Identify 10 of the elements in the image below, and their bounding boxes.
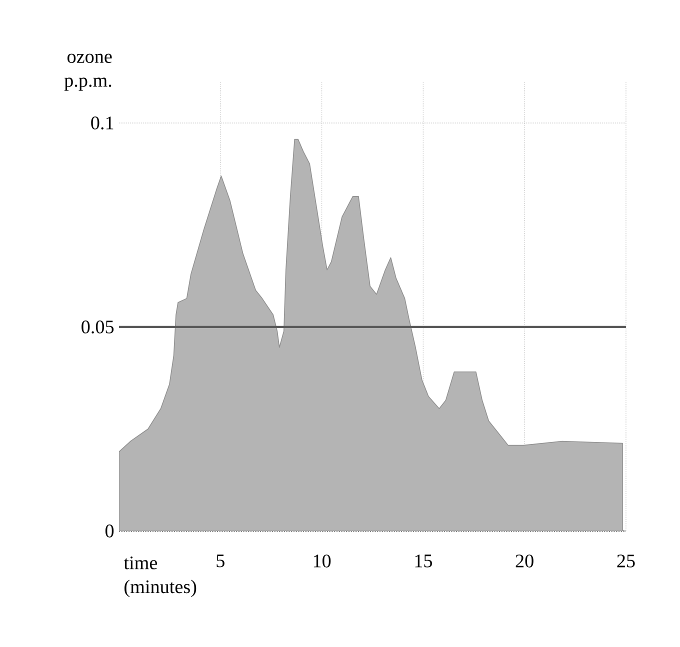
y-tick-label: 0 bbox=[105, 524, 114, 538]
x-axis-title: time (minutes) bbox=[124, 556, 196, 598]
x-tick-label: 25 bbox=[617, 554, 635, 568]
y-tick-label: 0.1 bbox=[91, 116, 114, 130]
x-tick-label: 5 bbox=[216, 554, 224, 568]
x-tick-label: 20 bbox=[516, 554, 534, 568]
y-axis-title: ozone p.p.m. bbox=[64, 54, 112, 91]
x-tick-label: 10 bbox=[314, 554, 331, 568]
x-tick-label: 15 bbox=[415, 554, 432, 568]
y-tick-label: 0.05 bbox=[82, 320, 114, 334]
